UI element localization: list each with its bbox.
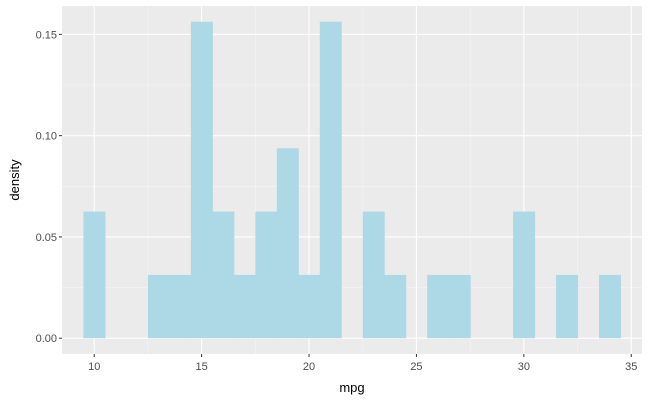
- histogram-bar: [384, 274, 407, 339]
- histogram-bar: [212, 211, 235, 339]
- histogram-bar: [427, 274, 450, 339]
- x-tick-label: 35: [625, 361, 637, 373]
- histogram-bar: [233, 274, 256, 339]
- histogram-bar: [276, 148, 299, 339]
- histogram-bar: [556, 274, 579, 339]
- histogram-bar: [190, 21, 213, 339]
- histogram-bars: [83, 21, 622, 339]
- x-axis: 10 15 20 25 30 35: [88, 354, 637, 373]
- histogram-bar: [599, 274, 622, 339]
- histogram-bar: [169, 274, 192, 339]
- x-tick-label: 25: [410, 361, 422, 373]
- histogram-bar: [319, 21, 342, 339]
- y-tick-label: 0.05: [36, 232, 57, 244]
- histogram-bar: [513, 211, 536, 339]
- histogram-bar: [448, 274, 471, 339]
- minor-gridlines: [62, 6, 642, 354]
- y-tick-label: 0.10: [36, 131, 57, 143]
- y-axis-title: density: [7, 159, 22, 201]
- histogram-bar: [147, 274, 170, 339]
- x-tick-label: 10: [88, 361, 100, 373]
- x-axis-title: mpg: [339, 380, 364, 395]
- y-tick-label: 0.00: [36, 333, 57, 345]
- y-axis: 0.00 0.05 0.10 0.15: [36, 29, 62, 345]
- x-tick-label: 20: [303, 361, 315, 373]
- histogram-bar: [298, 274, 321, 339]
- histogram-bar: [83, 211, 106, 339]
- y-tick-label: 0.15: [36, 29, 57, 41]
- x-tick-label: 30: [518, 361, 530, 373]
- histogram-bar: [362, 211, 385, 339]
- histogram-bar: [255, 211, 278, 339]
- x-tick-label: 15: [196, 361, 208, 373]
